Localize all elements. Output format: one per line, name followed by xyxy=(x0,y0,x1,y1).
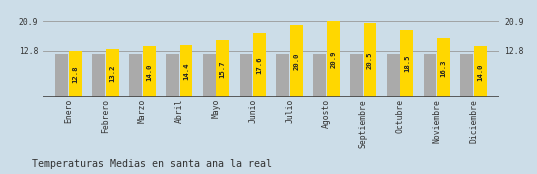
Bar xyxy=(55,54,68,97)
Text: 20.9: 20.9 xyxy=(330,51,336,68)
Bar xyxy=(364,23,376,97)
Bar xyxy=(350,54,363,97)
Text: 14.4: 14.4 xyxy=(183,62,189,80)
Bar xyxy=(253,33,266,97)
Bar xyxy=(179,45,192,97)
Bar xyxy=(203,54,215,97)
Text: 20.5: 20.5 xyxy=(367,51,373,69)
Text: 13.2: 13.2 xyxy=(110,65,115,82)
Bar xyxy=(216,40,229,97)
Bar xyxy=(92,54,105,97)
Bar xyxy=(401,30,413,97)
Bar xyxy=(327,21,340,97)
Text: 12.8: 12.8 xyxy=(72,65,78,83)
Text: Temperaturas Medias en santa ana la real: Temperaturas Medias en santa ana la real xyxy=(32,159,272,169)
Bar xyxy=(129,54,142,97)
Bar xyxy=(474,46,487,97)
Text: 15.7: 15.7 xyxy=(220,60,226,78)
Bar xyxy=(69,51,82,97)
Text: 14.0: 14.0 xyxy=(477,63,483,81)
Bar xyxy=(437,38,450,97)
Bar xyxy=(290,25,303,97)
Bar xyxy=(460,54,473,97)
Text: 20.0: 20.0 xyxy=(293,52,300,70)
Bar xyxy=(106,49,119,97)
Text: 16.3: 16.3 xyxy=(441,59,447,77)
Bar xyxy=(143,46,156,97)
Bar xyxy=(166,54,179,97)
Bar xyxy=(277,54,289,97)
Text: 14.0: 14.0 xyxy=(146,63,152,81)
Bar xyxy=(313,54,326,97)
Text: 18.5: 18.5 xyxy=(404,55,410,73)
Bar xyxy=(387,54,400,97)
Bar xyxy=(424,54,437,97)
Bar xyxy=(240,54,252,97)
Text: 17.6: 17.6 xyxy=(257,57,263,74)
